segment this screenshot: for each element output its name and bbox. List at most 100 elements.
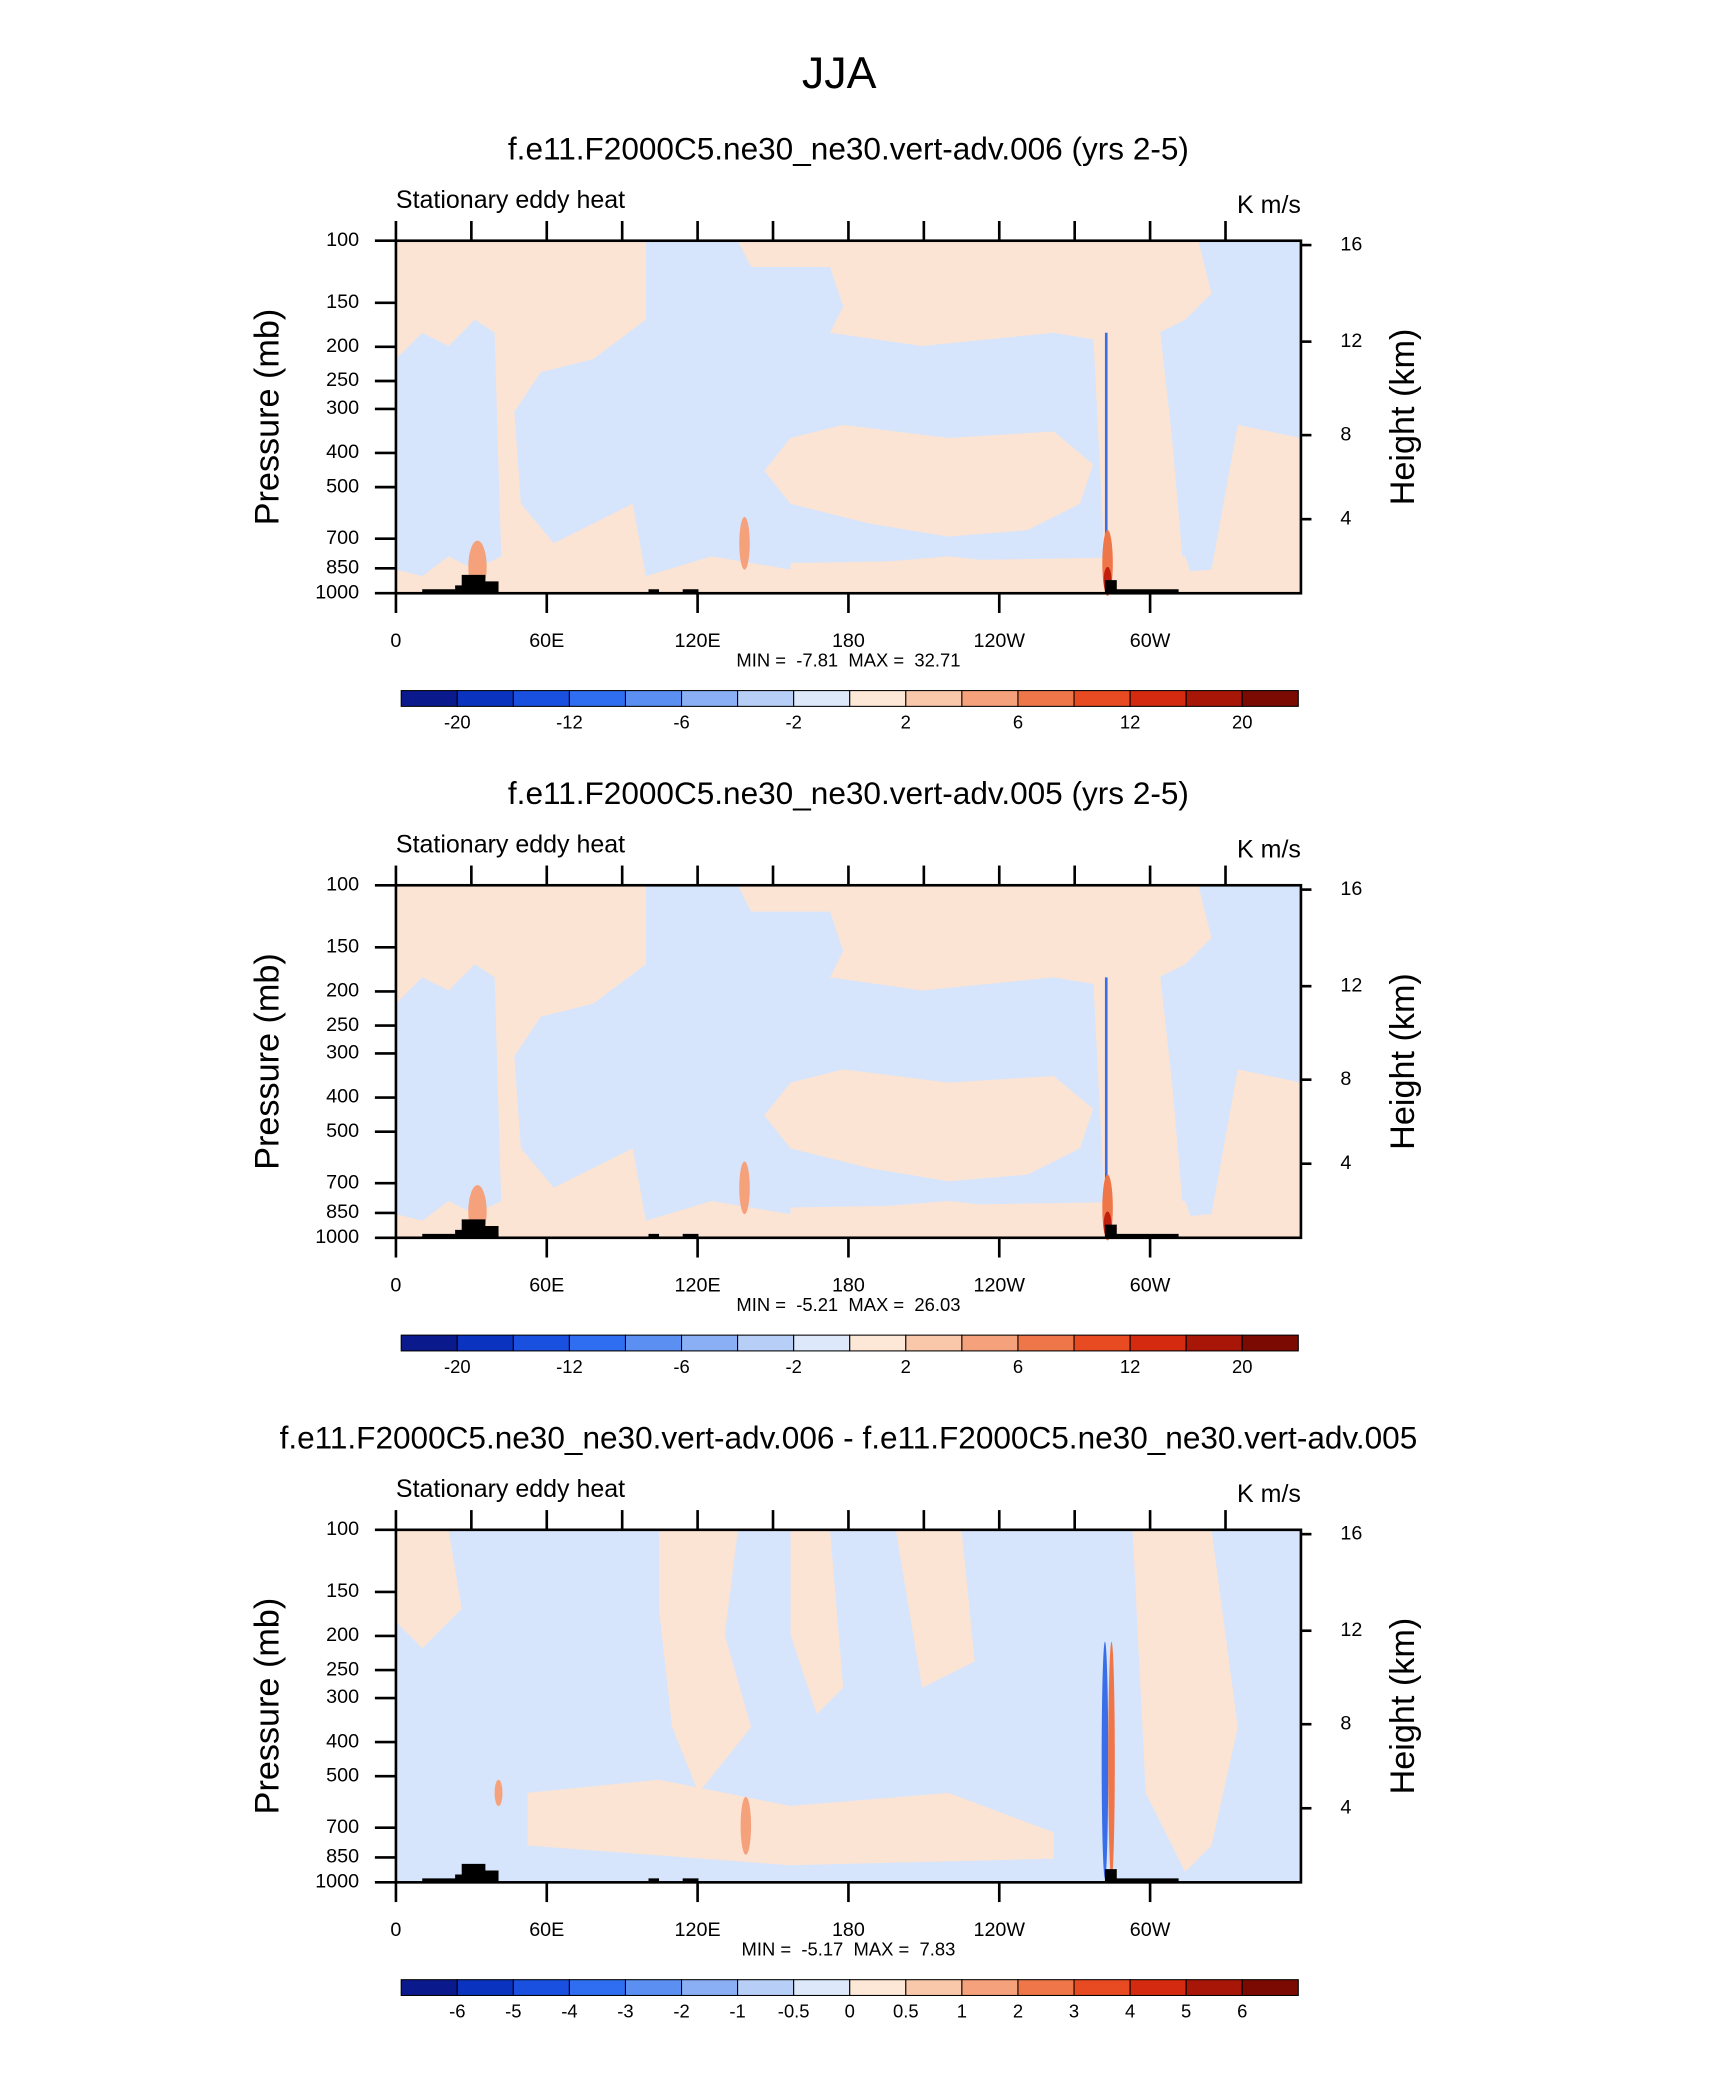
y-tick-label: 250 — [326, 1014, 359, 1036]
y2-tick-label: 12 — [1340, 974, 1362, 996]
x-tick-label: 60W — [1130, 1275, 1171, 1297]
colorbar-box — [1073, 1334, 1131, 1352]
field-feature — [1101, 1641, 1109, 1879]
colorbar-box — [905, 1979, 963, 1996]
colorbar-label: 0 — [845, 2000, 855, 2021]
colorbar-box — [1129, 1979, 1187, 1996]
y-tick-label: 200 — [326, 980, 359, 1002]
panel: f.e11.F2000C5.ne30_ne30.vert-adv.005 (yr… — [249, 775, 1422, 1377]
colorbar-label: 6 — [1013, 711, 1023, 732]
topography — [422, 1219, 1179, 1238]
colorbar-box — [849, 690, 907, 707]
y2-tick-label: 16 — [1340, 878, 1362, 900]
y2-tick-label: 8 — [1340, 1068, 1351, 1090]
y-tick-label: 400 — [326, 1730, 359, 1752]
colorbar-label: -2 — [785, 711, 801, 732]
x-tick-label: 60W — [1130, 630, 1171, 652]
field-region — [790, 1200, 1199, 1238]
x-tick-label: 0 — [390, 630, 401, 652]
left-string: Stationary eddy heat — [396, 830, 625, 858]
colorbar-box — [624, 690, 683, 707]
left-string: Stationary eddy heat — [396, 1475, 625, 1503]
right-string: K m/s — [1237, 836, 1301, 864]
colorbar-label: -20 — [444, 1356, 471, 1377]
field-feature — [739, 516, 750, 570]
colorbar-box — [1017, 1334, 1075, 1352]
colorbar-label: 3 — [1069, 2000, 1079, 2021]
y-tick-label: 300 — [326, 1042, 359, 1064]
field-region — [1093, 319, 1186, 590]
y2-tick-label: 12 — [1340, 330, 1362, 352]
colorbar-box — [793, 690, 851, 707]
colorbar-box — [512, 1334, 570, 1352]
colorbar-label: -6 — [673, 1356, 689, 1377]
colorbar-label: -1 — [729, 2000, 745, 2021]
y-tick-label: 500 — [326, 1764, 359, 1786]
y-axis-label: Pressure (mb) — [249, 1598, 287, 1815]
colorbar-box — [512, 1979, 570, 1996]
left-string: Stationary eddy heat — [396, 186, 625, 214]
colorbar-label: -0.5 — [778, 2000, 810, 2021]
y-tick-label: 150 — [326, 1580, 359, 1602]
colorbar-box — [1017, 1979, 1075, 1996]
colorbar-box — [1185, 1979, 1243, 1996]
stats: MIN = -7.81 MAX = 32.71 — [736, 650, 960, 671]
colorbar-label: 12 — [1120, 1356, 1140, 1377]
colorbar-label: 6 — [1237, 2000, 1247, 2021]
x-tick-label: 180 — [832, 630, 865, 652]
colorbar-label: 20 — [1232, 711, 1252, 732]
y-tick-label: 400 — [326, 441, 359, 463]
y2-tick-label: 16 — [1340, 233, 1362, 255]
field-feature — [740, 1796, 752, 1855]
colorbar-label: 20 — [1232, 1356, 1252, 1377]
colorbar-box — [1241, 690, 1299, 707]
colorbar-box — [1129, 690, 1187, 707]
field-region — [790, 1529, 844, 1714]
colorbar-label: 1 — [957, 2000, 967, 2021]
y-axis-label: Pressure (mb) — [249, 953, 287, 1170]
colorbar-label: 12 — [1120, 711, 1140, 732]
x-tick-label: 180 — [832, 1275, 865, 1297]
field-region — [395, 1529, 462, 1649]
y2-tick-label: 4 — [1340, 1152, 1351, 1174]
colorbar-label: -2 — [673, 2000, 689, 2021]
panel-title: f.e11.F2000C5.ne30_ne30.vert-adv.005 (yr… — [508, 775, 1189, 811]
colorbar-label: -6 — [449, 2000, 465, 2021]
colorbar-box — [624, 1334, 683, 1352]
x-tick-label: 60E — [529, 630, 564, 652]
y-tick-label: 500 — [326, 475, 359, 497]
colorbar-box — [793, 1979, 851, 1996]
colorbar-box — [400, 1979, 458, 1996]
colorbar-box — [568, 1334, 626, 1352]
colorbar-label: -20 — [444, 711, 471, 732]
y-tick-label: 700 — [326, 527, 359, 549]
field-region — [895, 1529, 975, 1688]
field-region — [764, 1069, 1094, 1182]
colorbar-box — [400, 1334, 458, 1352]
colorbar-label: -2 — [785, 1356, 801, 1377]
field-feature — [494, 1779, 503, 1807]
y-tick-label: 150 — [326, 291, 359, 313]
colorbar-box — [1017, 690, 1075, 707]
x-tick-label: 0 — [390, 1275, 401, 1297]
panel: f.e11.F2000C5.ne30_ne30.vert-adv.006 - f… — [249, 1420, 1422, 2022]
colorbar-box — [737, 690, 795, 707]
panel-title: f.e11.F2000C5.ne30_ne30.vert-adv.006 - f… — [280, 1420, 1418, 1456]
y-tick-label: 850 — [326, 1201, 359, 1223]
colorbar-box — [400, 690, 458, 707]
colorbar-box — [905, 690, 963, 707]
colorbar-box — [737, 1334, 795, 1352]
colorbar-box — [568, 1979, 626, 1996]
colorbar-label: 2 — [901, 711, 911, 732]
colorbar-box — [456, 1979, 514, 1996]
colorbar-box — [681, 1979, 739, 1996]
field-feature — [739, 1161, 750, 1215]
x-tick-label: 60W — [1130, 1919, 1171, 1941]
colorbar-box — [961, 1334, 1019, 1352]
y-tick-label: 100 — [326, 1518, 359, 1540]
right-string: K m/s — [1237, 191, 1301, 219]
x-tick-label: 120W — [974, 1275, 1026, 1297]
colorbar-box — [456, 1334, 514, 1352]
colorbar-box — [961, 1979, 1019, 1996]
y2-tick-label: 12 — [1340, 1619, 1362, 1641]
